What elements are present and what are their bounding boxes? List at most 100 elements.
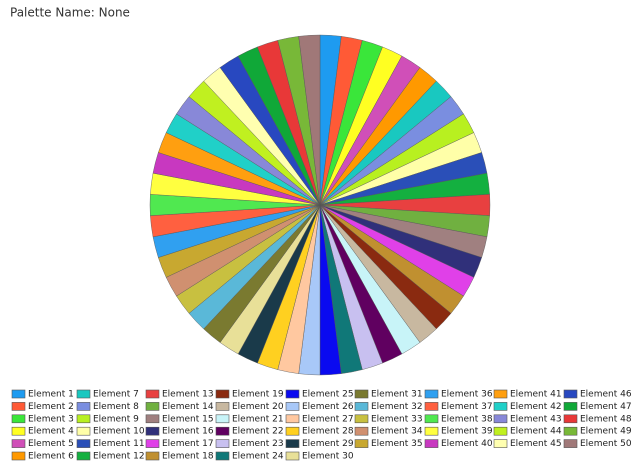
legend-label: Element 34 — [371, 427, 423, 437]
legend-label: Element 22 — [232, 427, 284, 437]
legend-swatch — [563, 402, 578, 411]
legend-label: Element 17 — [162, 439, 214, 449]
legend-swatch — [424, 439, 439, 448]
legend-swatch — [145, 389, 160, 399]
legend-label: Element 44 — [510, 427, 562, 437]
legend-label: Element 29 — [302, 439, 354, 449]
legend-swatch — [354, 402, 369, 411]
legend-label: Element 23 — [232, 439, 284, 449]
legend-swatch — [493, 389, 508, 399]
legend-label: Element 7 — [93, 390, 139, 400]
legend-swatch — [145, 414, 160, 424]
legend-label: Element 45 — [510, 439, 562, 449]
legend-label: Element 8 — [93, 402, 139, 412]
legend-swatch — [11, 426, 26, 436]
legend-label: Element 50 — [580, 439, 632, 449]
legend-swatch — [285, 389, 300, 399]
legend-swatch — [145, 451, 160, 461]
legend-swatch — [563, 414, 578, 424]
legend-label: Element 9 — [93, 414, 139, 424]
legend-swatch — [424, 402, 439, 411]
legend-label: Element 25 — [302, 390, 354, 400]
legend-swatch — [285, 451, 300, 461]
legend-label: Element 18 — [162, 452, 214, 462]
legend-label: Element 1 — [28, 390, 74, 400]
legend-label: Element 48 — [580, 414, 632, 424]
legend-label: Element 20 — [232, 402, 284, 412]
legend-label: Element 33 — [371, 414, 423, 424]
legend-swatch — [215, 439, 230, 448]
legend-label: Element 47 — [580, 402, 632, 412]
legend-swatch — [285, 439, 300, 448]
legend-swatch — [354, 389, 369, 399]
legend-label: Element 46 — [580, 390, 632, 400]
legend-swatch — [76, 451, 91, 461]
chart-title: Palette Name: None — [10, 6, 130, 20]
legend-swatch — [285, 426, 300, 436]
legend-label: Element 30 — [302, 452, 354, 462]
legend-swatch — [563, 389, 578, 399]
legend-swatch — [493, 439, 508, 448]
legend-label: Element 5 — [28, 439, 74, 449]
legend-label: Element 14 — [162, 402, 214, 412]
legend-label: Element 4 — [28, 427, 74, 437]
legend-swatch — [145, 439, 160, 448]
legend-label: Element 26 — [302, 402, 354, 412]
legend-swatch — [215, 414, 230, 424]
legend-swatch — [424, 389, 439, 399]
legend-swatch — [11, 439, 26, 448]
legend-swatch — [563, 439, 578, 448]
legend-swatch — [215, 426, 230, 436]
pie-slice — [298, 34, 321, 206]
legend-swatch — [145, 402, 160, 411]
legend-swatch — [285, 402, 300, 411]
legend-label: Element 43 — [510, 414, 562, 424]
legend-swatch — [215, 451, 230, 461]
legend-swatch — [285, 414, 300, 424]
legend-swatch — [215, 389, 230, 399]
legend-swatch — [76, 439, 91, 448]
legend-label: Element 49 — [580, 427, 632, 437]
legend-swatch — [215, 402, 230, 411]
legend-label: Element 16 — [162, 427, 214, 437]
legend-swatch — [76, 402, 91, 411]
legend-swatch — [354, 414, 369, 424]
legend-label: Element 13 — [162, 390, 214, 400]
legend-label: Element 37 — [441, 402, 493, 412]
legend-label: Element 36 — [441, 390, 493, 400]
legend-label: Element 42 — [510, 402, 562, 412]
legend-swatch — [11, 389, 26, 399]
legend-label: Element 12 — [93, 452, 145, 462]
legend-swatch — [354, 439, 369, 448]
legend-swatch — [493, 414, 508, 424]
legend-swatch — [76, 426, 91, 436]
legend-swatch — [11, 451, 26, 461]
legend-label: Element 19 — [232, 390, 284, 400]
legend-label: Element 28 — [302, 427, 354, 437]
legend-label: Element 39 — [441, 427, 493, 437]
legend-swatch — [493, 426, 508, 436]
legend-label: Element 11 — [93, 439, 145, 449]
legend-label: Element 3 — [28, 414, 74, 424]
legend-swatch — [354, 426, 369, 436]
legend-label: Element 15 — [162, 414, 214, 424]
legend-label: Element 27 — [302, 414, 354, 424]
legend-swatch — [11, 402, 26, 411]
legend-label: Element 40 — [441, 439, 493, 449]
legend-label: Element 21 — [232, 414, 284, 424]
legend-swatch — [76, 414, 91, 424]
legend-label: Element 41 — [510, 390, 562, 400]
legend-label: Element 10 — [93, 427, 145, 437]
legend-swatch — [11, 414, 26, 424]
legend-swatch — [424, 414, 439, 424]
legend-label: Element 2 — [28, 402, 74, 412]
legend-swatch — [145, 426, 160, 436]
legend-swatch — [493, 402, 508, 411]
legend-swatch — [563, 426, 578, 436]
legend-swatch — [424, 426, 439, 436]
legend-swatch — [76, 389, 91, 399]
legend-label: Element 24 — [232, 452, 284, 462]
legend-label: Element 6 — [28, 452, 74, 462]
legend-label: Element 31 — [371, 390, 423, 400]
